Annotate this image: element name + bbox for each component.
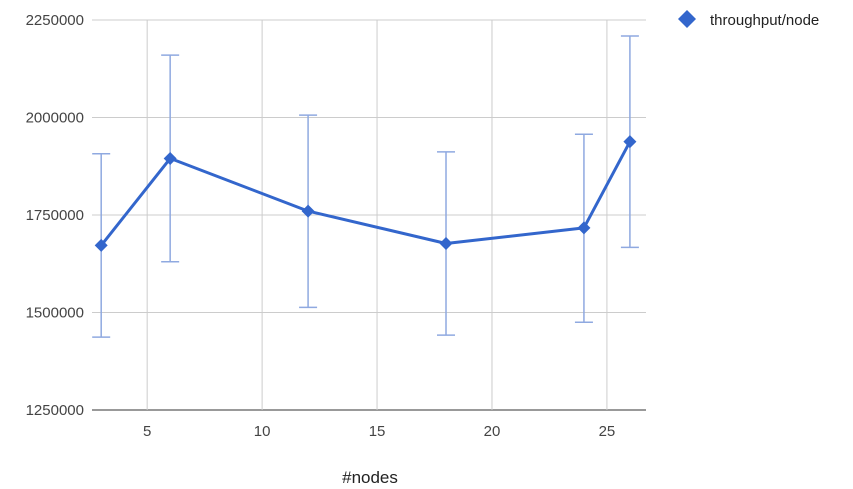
y-tick-label: 1500000 bbox=[26, 305, 84, 322]
error-bars bbox=[92, 35, 639, 338]
x-tick-label: 10 bbox=[254, 423, 271, 440]
data-point-diamond[interactable] bbox=[301, 204, 315, 218]
legend[interactable]: throughput/node bbox=[678, 10, 819, 29]
x-axis-ticks: 5 10 15 20 25 bbox=[143, 423, 615, 440]
data-point-diamond[interactable] bbox=[163, 151, 177, 165]
grid-lines bbox=[92, 19, 646, 411]
data-point-diamond[interactable] bbox=[577, 221, 591, 235]
y-tick-label: 2250000 bbox=[26, 12, 84, 29]
y-tick-label: 1750000 bbox=[26, 207, 84, 224]
legend-label: throughput/node bbox=[710, 12, 819, 29]
x-tick-label: 25 bbox=[599, 423, 616, 440]
x-axis-title: #nodes bbox=[342, 468, 398, 487]
series-line-layer bbox=[100, 140, 632, 247]
y-tick-label: 2000000 bbox=[26, 110, 84, 127]
legend-marker-diamond-icon bbox=[678, 10, 696, 28]
y-tick-label: 1250000 bbox=[26, 402, 84, 419]
x-tick-label: 15 bbox=[369, 423, 386, 440]
y-axis-ticks: 1250000 1500000 1750000 2000000 2250000 bbox=[26, 12, 84, 419]
series-markers bbox=[94, 135, 637, 252]
data-point-diamond[interactable] bbox=[439, 236, 453, 250]
data-point-diamond[interactable] bbox=[623, 135, 637, 149]
x-tick-label: 5 bbox=[143, 423, 151, 440]
data-point-diamond[interactable] bbox=[94, 238, 108, 252]
x-tick-label: 20 bbox=[484, 423, 501, 440]
series-line bbox=[100, 140, 632, 247]
